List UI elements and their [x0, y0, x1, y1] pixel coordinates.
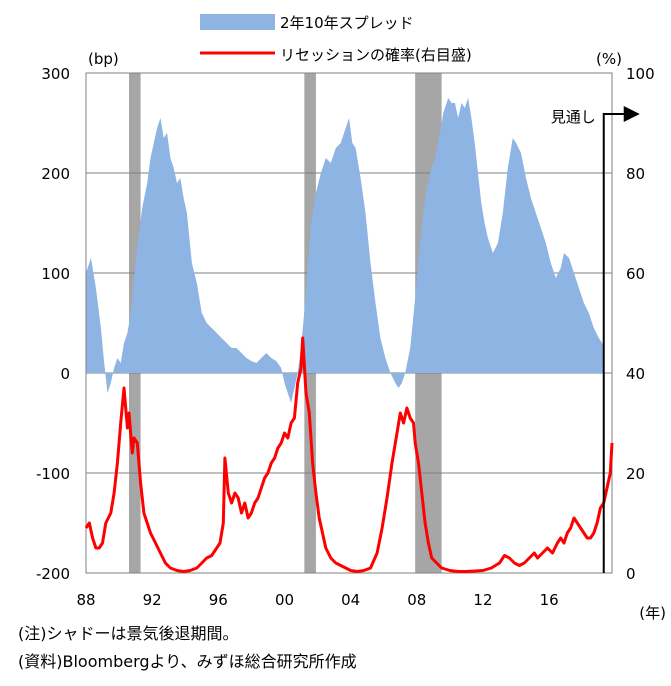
- x-tick-2: 92: [143, 591, 162, 609]
- forecast-arrowhead: [623, 106, 640, 122]
- y-left-tick-6: -200: [36, 565, 70, 583]
- x-tick-5: 04: [341, 591, 360, 609]
- x-tick-7: 12: [473, 591, 492, 609]
- y-right-tick-1: 100: [626, 65, 655, 83]
- y-left-tick-4: 0: [60, 365, 70, 383]
- x-unit: (年): [639, 604, 666, 622]
- y-left-tick-2: 200: [41, 165, 70, 183]
- legend: 2年10年スプレッド リセッションの確率(右目盛): [200, 14, 472, 64]
- y-right-tick-4: 40: [626, 365, 645, 383]
- note-source: (資料)Bloombergより、みずほ総合研究所作成: [18, 652, 357, 671]
- y-right-tick-5: 20: [626, 465, 645, 483]
- recession-probability-line: [84, 336, 614, 573]
- plot-frame: [85, 72, 613, 574]
- x-tick-1: 88: [76, 591, 95, 609]
- legend-label-spread: 2年10年スプレッド: [280, 14, 414, 32]
- x-tick-6: 08: [407, 591, 426, 609]
- recession-probability-layer: [84, 336, 614, 573]
- x-tick-4: 00: [275, 591, 294, 609]
- spread-area-layer: [86, 98, 604, 403]
- note-shadow: (注)シャドーは景気後退期間。: [18, 624, 239, 643]
- spread-area: [86, 98, 604, 403]
- y-right-tick-2: 80: [626, 165, 645, 183]
- forecast-marker: 見通し: [551, 106, 640, 573]
- forecast-label: 見通し: [551, 108, 596, 126]
- legend-swatch-spread: [200, 14, 275, 30]
- forecast-line: [602, 113, 626, 573]
- x-tick-8: 16: [540, 591, 559, 609]
- y-right-tick-6: 0: [626, 565, 636, 583]
- y-left-tick-5: -100: [36, 465, 70, 483]
- y-left-unit: (bp): [88, 50, 119, 68]
- y-left-tick-3: 100: [41, 265, 70, 283]
- y-left-tick-1: 300: [41, 65, 70, 83]
- y-right-tick-3: 60: [626, 265, 645, 283]
- y-right-unit: (%): [596, 50, 622, 68]
- x-tick-3: 96: [209, 591, 228, 609]
- legend-label-recession: リセッションの確率(右目盛): [280, 46, 472, 64]
